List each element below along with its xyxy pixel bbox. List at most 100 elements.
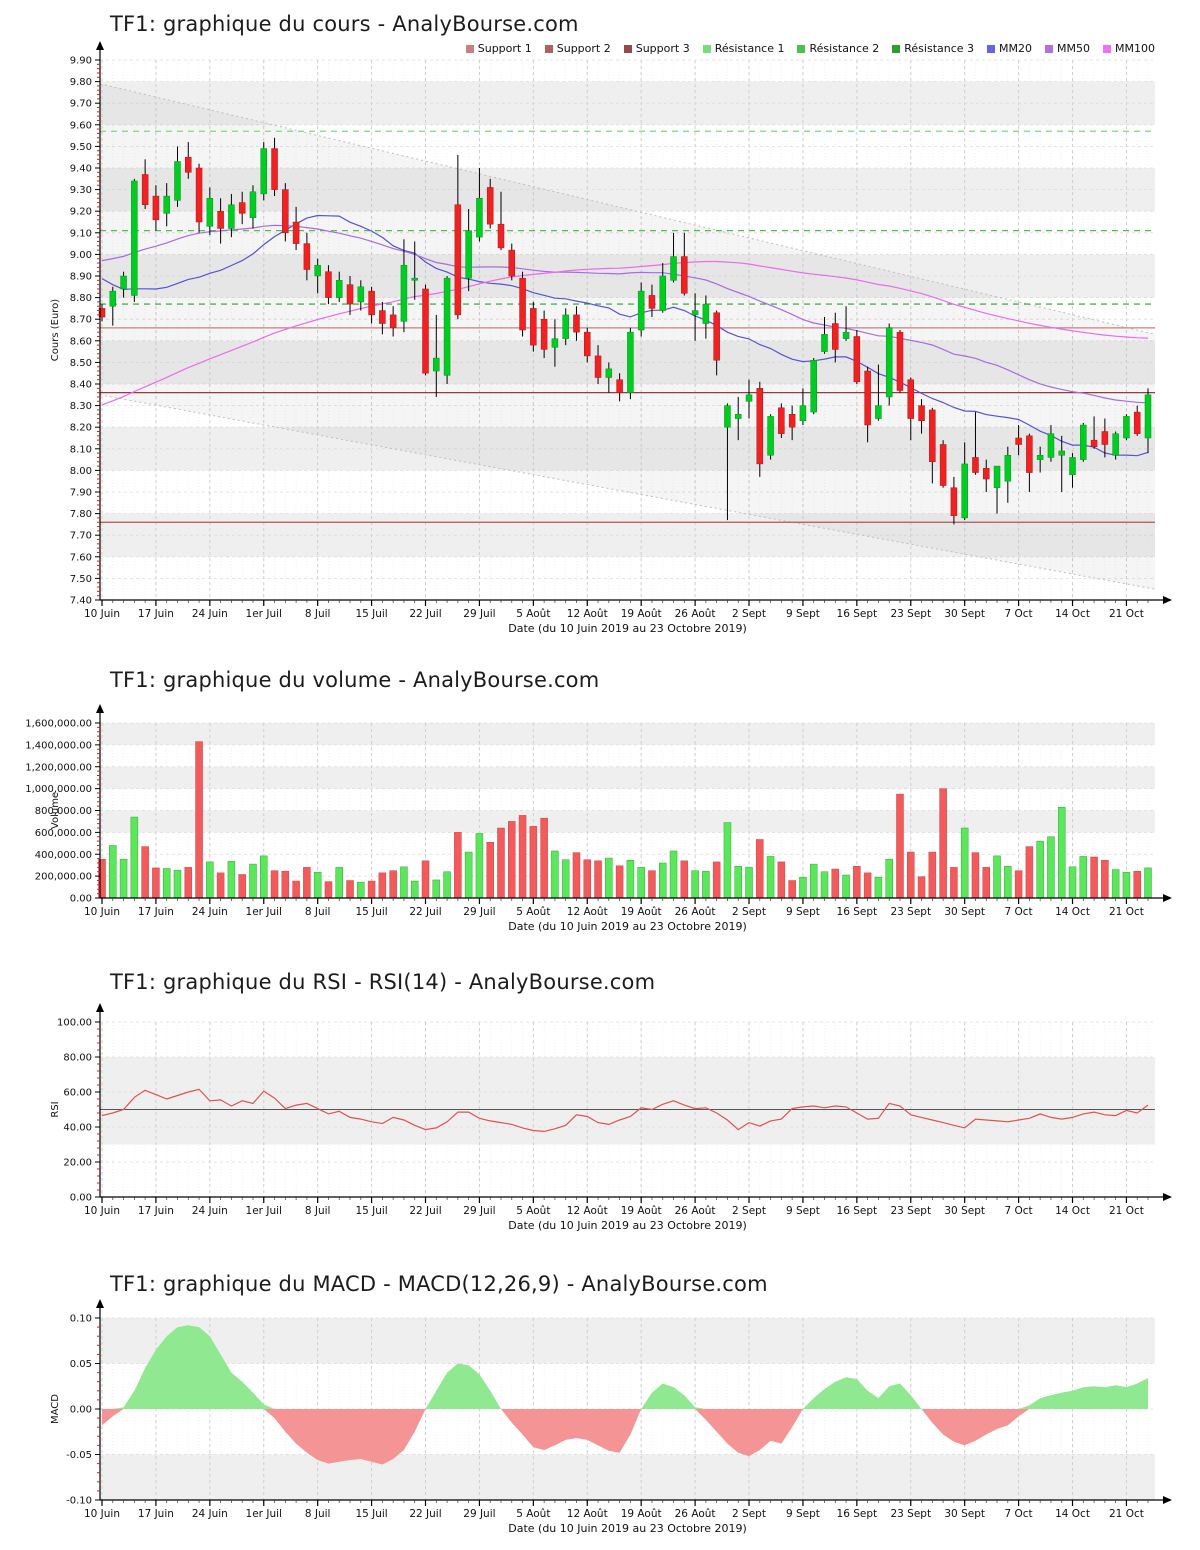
svg-text:9.10: 9.10 [70, 228, 92, 239]
svg-text:9.30: 9.30 [70, 185, 92, 196]
svg-text:8.20: 8.20 [70, 423, 92, 434]
svg-text:30 Sept: 30 Sept [944, 1508, 985, 1520]
svg-text:26 Août: 26 Août [675, 906, 716, 918]
legend-item-support-3: Support 3 [623, 42, 690, 55]
svg-text:8 Juil: 8 Juil [305, 608, 331, 620]
svg-text:200,000.00: 200,000.00 [35, 872, 92, 883]
svg-text:21 Oct: 21 Oct [1109, 1508, 1144, 1520]
svg-text:21 Oct: 21 Oct [1109, 1205, 1144, 1217]
svg-text:1er Juil: 1er Juil [246, 608, 282, 620]
svg-text:9.60: 9.60 [70, 120, 92, 131]
svg-text:0.00: 0.00 [70, 1193, 92, 1204]
legend-item-mm100: MM100 [1103, 42, 1155, 55]
svg-text:9 Sept: 9 Sept [786, 1205, 820, 1217]
legend-label: Résistance 2 [809, 42, 880, 55]
svg-text:0.00: 0.00 [70, 894, 92, 905]
svg-text:7.40: 7.40 [70, 596, 92, 607]
svg-text:21 Oct: 21 Oct [1109, 906, 1144, 918]
legend-item-r-sistance-2: Résistance 2 [797, 42, 879, 55]
svg-text:Volume: Volume [50, 792, 61, 829]
svg-text:600,000.00: 600,000.00 [35, 828, 92, 839]
svg-text:800,000.00: 800,000.00 [35, 806, 92, 817]
svg-text:22 Juil: 22 Juil [409, 906, 441, 918]
svg-text:9.70: 9.70 [70, 99, 92, 110]
svg-text:9.40: 9.40 [70, 164, 92, 175]
svg-text:17 Juin: 17 Juin [138, 1508, 174, 1520]
legend-item-mm20: MM20 [987, 42, 1032, 55]
svg-text:14 Oct: 14 Oct [1055, 1508, 1090, 1520]
svg-text:9.90: 9.90 [70, 56, 92, 67]
svg-text:400,000.00: 400,000.00 [35, 850, 92, 861]
rsi-chart-title: TF1: graphique du RSI - RSI(14) - AnalyB… [110, 970, 656, 994]
svg-text:24 Juin: 24 Juin [192, 1508, 228, 1520]
svg-text:20.00: 20.00 [63, 1158, 92, 1169]
svg-text:9.00: 9.00 [70, 250, 92, 261]
rsi-chart: 0.00 20.00 40.00 60.00 80.00 100.00 10 Juin 17 … [50, 1003, 1172, 1232]
volume-chart: 0.00 200,000.00 400,000.00 600,000.00 800,00… [25, 704, 1172, 933]
svg-text:22 Juil: 22 Juil [409, 1205, 441, 1217]
svg-text:29 Juil: 29 Juil [463, 608, 495, 620]
svg-text:9.20: 9.20 [70, 207, 92, 218]
svg-text:1,200,000.00: 1,200,000.00 [25, 762, 92, 773]
legend-item-r-sistance-1: Résistance 1 [702, 42, 784, 55]
svg-text:8.50: 8.50 [70, 358, 92, 369]
svg-text:2 Sept: 2 Sept [732, 1205, 766, 1217]
svg-text:17 Juin: 17 Juin [138, 906, 174, 918]
svg-text:23 Sept: 23 Sept [890, 1205, 931, 1217]
legend-item-support-1: Support 1 [465, 42, 532, 55]
svg-text:17 Juin: 17 Juin [138, 608, 174, 620]
price-chart-legend: Support 1 Support 2 Support 3 Résistance 1 R… [465, 42, 1155, 55]
svg-text:8.60: 8.60 [70, 336, 92, 347]
svg-text:60.00: 60.00 [63, 1088, 92, 1099]
svg-text:Date (du 10 Juin 2019 au 23 Oc: Date (du 10 Juin 2019 au 23 Octobre 2019… [508, 920, 747, 933]
svg-text:24 Juin: 24 Juin [192, 1205, 228, 1217]
svg-text:26 Août: 26 Août [675, 1508, 716, 1520]
svg-text:22 Juil: 22 Juil [409, 1508, 441, 1520]
svg-text:7 Oct: 7 Oct [1005, 1205, 1033, 1217]
svg-text:8 Juil: 8 Juil [305, 906, 331, 918]
legend-label: Support 3 [635, 42, 690, 55]
svg-text:12 Août: 12 Août [567, 906, 608, 918]
svg-text:0.10: 0.10 [70, 1314, 92, 1325]
svg-text:2 Sept: 2 Sept [732, 1508, 766, 1520]
legend-swatch-icon [544, 44, 553, 53]
svg-text:12 Août: 12 Août [567, 608, 608, 620]
svg-text:8.40: 8.40 [70, 380, 92, 391]
legend-label: Support 2 [556, 42, 611, 55]
macd-chart: -0.10 -0.05 0.00 0.05 0.10 10 Juin 17 Juin 24 J… [50, 1299, 1172, 1535]
svg-text:7.50: 7.50 [70, 574, 92, 585]
legend-item-mm50: MM50 [1045, 42, 1090, 55]
svg-text:24 Juin: 24 Juin [192, 906, 228, 918]
legend-label: Support 1 [477, 42, 532, 55]
svg-text:22 Juil: 22 Juil [409, 608, 441, 620]
svg-text:14 Oct: 14 Oct [1055, 608, 1090, 620]
svg-text:12 Août: 12 Août [567, 1205, 608, 1217]
svg-text:23 Sept: 23 Sept [890, 1508, 931, 1520]
legend-swatch-icon [1103, 44, 1112, 53]
svg-text:30 Sept: 30 Sept [944, 1205, 985, 1217]
svg-text:10 Juin: 10 Juin [84, 608, 120, 620]
svg-text:16 Sept: 16 Sept [837, 1205, 878, 1217]
svg-text:Cours (Euro): Cours (Euro) [50, 299, 61, 362]
svg-text:8.90: 8.90 [70, 272, 92, 283]
svg-text:24 Juin: 24 Juin [192, 608, 228, 620]
svg-text:15 Juil: 15 Juil [355, 1205, 387, 1217]
svg-text:1,600,000.00: 1,600,000.00 [25, 719, 92, 730]
legend-swatch-icon [702, 44, 711, 53]
svg-text:8.80: 8.80 [70, 293, 92, 304]
legend-swatch-icon [623, 44, 632, 53]
svg-text:0.00: 0.00 [70, 1405, 92, 1416]
svg-text:8.70: 8.70 [70, 315, 92, 326]
legend-swatch-icon [1045, 44, 1054, 53]
svg-text:9 Sept: 9 Sept [786, 608, 820, 620]
svg-text:23 Sept: 23 Sept [890, 906, 931, 918]
svg-text:8.30: 8.30 [70, 401, 92, 412]
svg-text:1,400,000.00: 1,400,000.00 [25, 740, 92, 751]
legend-label: MM20 [999, 42, 1033, 55]
svg-text:29 Juil: 29 Juil [463, 906, 495, 918]
svg-text:23 Sept: 23 Sept [890, 608, 931, 620]
svg-text:19 Août: 19 Août [621, 906, 662, 918]
legend-label: Résistance 3 [904, 42, 975, 55]
